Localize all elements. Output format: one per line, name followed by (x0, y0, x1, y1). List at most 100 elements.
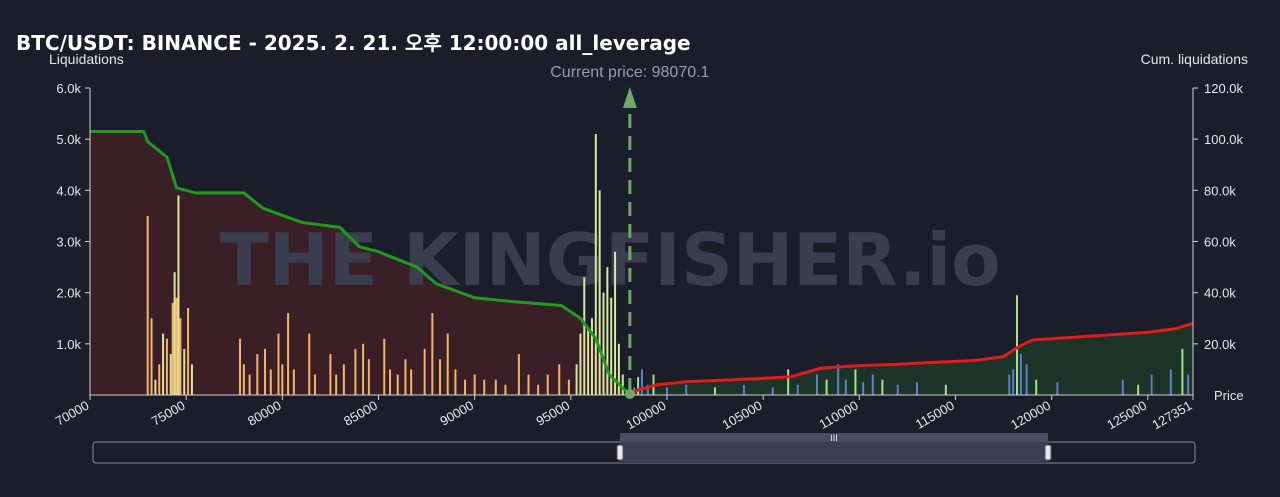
long-liquidation-bar (537, 384, 540, 395)
short-liquidation-bar (685, 384, 688, 395)
range-slider-move-handle[interactable] (620, 433, 1048, 442)
y-right-tick-label: 80.0k (1204, 183, 1236, 198)
range-slider-left-handle[interactable] (616, 444, 624, 461)
long-liquidation-bar (587, 328, 590, 395)
long-liquidation-bar (146, 215, 149, 395)
short-liquidation-bar (854, 369, 857, 395)
long-liquidation-bar (173, 272, 176, 395)
y-left-tick-label: 6.0k (56, 81, 81, 96)
short-liquidation-bar (825, 379, 828, 395)
long-liquidation-bar (446, 333, 449, 395)
short-liquidation-bar (1137, 384, 1140, 395)
cum-short-line (629, 321, 1194, 397)
long-liquidation-bar (177, 195, 180, 395)
short-liquidation-bar (1181, 348, 1184, 395)
long-liquidation-bar (439, 359, 442, 395)
long-liquidation-bar (154, 379, 157, 395)
long-liquidation-bar (517, 354, 520, 395)
long-liquidation-bar (473, 374, 476, 395)
long-liquidation-bar (171, 302, 174, 395)
long-liquidation-bar (483, 379, 486, 395)
x-tick-label: 75000 (149, 398, 188, 429)
cum-long-line (90, 129, 631, 397)
long-liquidation-bar (150, 318, 153, 395)
long-liquidation-bar (598, 190, 601, 395)
long-liquidation-bar (546, 374, 549, 395)
long-liquidation-bar (362, 343, 365, 395)
short-liquidation-bar (640, 369, 643, 395)
y-right-tick-label: 40.0k (1204, 286, 1236, 301)
x-tick-label: 105000 (720, 398, 765, 433)
long-liquidation-bar (567, 379, 570, 395)
y-left-tick-label: 2.0k (56, 286, 81, 301)
short-liquidation-bar (714, 387, 717, 395)
long-liquidation-bar (179, 318, 182, 395)
cum-long-area (90, 131, 630, 395)
chart-title: BTC/USDT: BINANCE - 2025. 2. 21. 오후 12:0… (16, 31, 691, 55)
long-liquidation-bar (342, 364, 345, 395)
current-price-arrow-icon (622, 87, 637, 108)
x-tick-label: 80000 (245, 398, 284, 429)
x-tick-label: 115000 (913, 398, 957, 432)
long-liquidation-bar (606, 267, 609, 395)
right-axis-title: Cum. liquidations (1140, 51, 1248, 67)
short-liquidation-bar (815, 374, 818, 395)
long-liquidation-bar (594, 134, 597, 396)
long-liquidation-bar (389, 369, 392, 395)
long-liquidation-bar (527, 374, 530, 395)
long-liquidation-bar (590, 318, 593, 395)
x-tick-label: 110000 (817, 398, 861, 432)
x-tick-label: 125000 (1104, 398, 1149, 433)
short-liquidation-bar (844, 379, 847, 395)
long-liquidation-bar (558, 364, 561, 395)
y-left-tick-label: 1.0k (56, 337, 81, 352)
short-liquidation-bar (881, 379, 884, 395)
short-liquidation-bar (944, 384, 947, 395)
short-liquidation-bar (1035, 379, 1038, 395)
long-liquidation-bar (242, 364, 245, 395)
long-liquidation-bar (410, 369, 413, 395)
short-liquidation-bar (742, 384, 745, 395)
watermark: THE KINGFISHER.io (219, 218, 1000, 302)
short-liquidation-bar (1056, 382, 1059, 395)
long-liquidation-bar (354, 348, 357, 395)
long-liquidation-bar (423, 348, 426, 395)
short-liquidation-bar (1008, 374, 1011, 395)
long-liquidation-bar (287, 313, 290, 395)
long-liquidation-bar (454, 369, 457, 395)
short-liquidation-bar (837, 364, 840, 395)
left-axis-title: Liquidations (49, 51, 124, 67)
x-tick-label: 90000 (437, 398, 476, 429)
long-liquidation-bar (504, 384, 507, 395)
long-liquidation-bar (396, 374, 399, 395)
short-liquidation-bar (646, 384, 649, 395)
range-slider-window[interactable] (620, 442, 1048, 463)
long-liquidation-bar (269, 369, 272, 395)
long-liquidation-bar (583, 277, 586, 395)
long-liquidation-bar (165, 338, 168, 395)
long-liquidation-bar (277, 333, 280, 395)
short-liquidation-bar (1169, 369, 1172, 395)
long-liquidation-bar (169, 354, 172, 395)
y-right-tick-label: 100.0k (1204, 132, 1244, 147)
long-liquidation-bar (335, 374, 338, 395)
short-liquidation-bar (896, 384, 899, 395)
long-liquidation-bar (602, 292, 605, 395)
watermark-text: THE KINGFISHER.io (219, 218, 1000, 302)
long-liquidation-bar (367, 359, 370, 395)
long-liquidation-bar (308, 333, 311, 395)
short-liquidation-bar (1019, 354, 1022, 395)
long-liquidation-bar (175, 297, 178, 395)
long-liquidation-bar (281, 364, 284, 395)
short-liquidation-bar (1121, 379, 1124, 395)
short-liquidation-bar (1012, 369, 1015, 395)
range-slider[interactable]: III (92, 433, 1196, 464)
long-liquidation-bar (404, 359, 407, 395)
current-price-dot (624, 389, 635, 399)
long-liquidation-bar (314, 374, 317, 395)
range-slider-right-handle[interactable] (1044, 444, 1052, 461)
short-liquidation-bar (1187, 374, 1190, 395)
long-liquidation-bar (621, 374, 624, 395)
long-liquidation-bar (383, 338, 386, 395)
long-liquidation-bar (610, 297, 613, 395)
